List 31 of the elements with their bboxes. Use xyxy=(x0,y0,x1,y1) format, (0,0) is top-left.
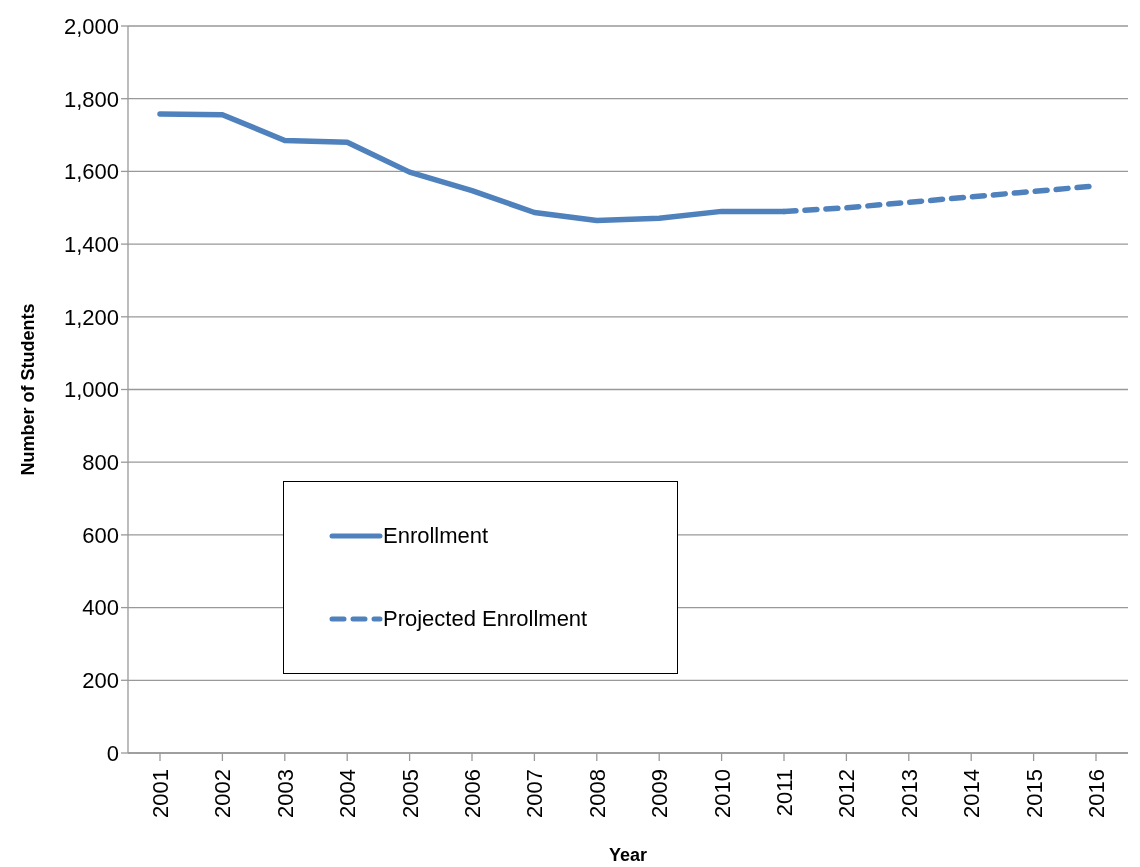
y-tick-label: 600 xyxy=(82,522,119,548)
x-tick-label: 2005 xyxy=(397,769,423,818)
y-tick-label: 800 xyxy=(82,450,119,476)
x-tick-label: 2002 xyxy=(210,769,236,818)
y-tick-label: 200 xyxy=(82,668,119,694)
x-tick-label: 2014 xyxy=(959,769,985,818)
x-tick-label: 2011 xyxy=(772,769,797,817)
legend-label: Projected Enrollment xyxy=(383,606,588,633)
legend-label: Enrollment xyxy=(383,522,489,549)
y-tick-label: 0 xyxy=(106,740,119,766)
x-tick-label: 2013 xyxy=(896,769,922,818)
y-tick-label: 1,800 xyxy=(63,86,119,112)
y-axis-title: Number of Students xyxy=(18,303,39,476)
x-tick-label: 2015 xyxy=(1021,769,1047,818)
x-tick-label: 2001 xyxy=(148,769,173,818)
y-tick-label: 400 xyxy=(82,595,119,621)
y-tick-label: 1,600 xyxy=(63,159,119,185)
x-tick-label: 2016 xyxy=(1084,769,1109,818)
y-tick-label: 1,200 xyxy=(63,304,119,330)
x-axis-title: Year xyxy=(608,845,648,865)
x-tick-label: 2008 xyxy=(584,769,610,818)
y-tick-label: 1,000 xyxy=(63,377,119,403)
y-tick-label: 2,000 xyxy=(63,13,119,39)
x-tick-label: 2003 xyxy=(272,769,298,818)
x-tick-label: 2009 xyxy=(647,769,673,818)
x-tick-label: 2007 xyxy=(522,769,548,818)
y-tick-label: 1,400 xyxy=(63,231,119,257)
x-tick-label: 2012 xyxy=(834,769,860,818)
x-tick-label: 2010 xyxy=(709,769,735,818)
x-tick-label: 2006 xyxy=(460,769,485,818)
x-tick-label: 2004 xyxy=(335,769,361,818)
